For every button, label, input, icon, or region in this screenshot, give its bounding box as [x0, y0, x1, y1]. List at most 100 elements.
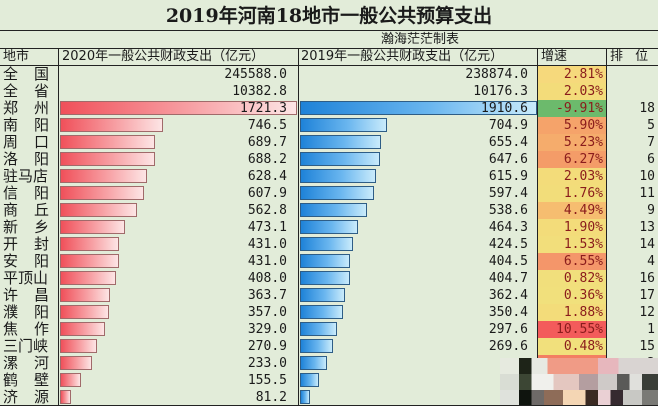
city-name: 郑州 — [3, 99, 49, 117]
data-bar-2020 — [60, 203, 138, 217]
table-row: 平顶山 408.0 404.7 0.82% 16 — [0, 270, 658, 287]
table-row: 开封 431.0 424.5 1.53% 14 — [0, 236, 658, 253]
rank-value: 18 — [639, 101, 655, 116]
column-divider — [537, 48, 538, 358]
table-row: 周口 689.7 655.4 5.23% 7 — [0, 134, 658, 151]
data-bar-2020 — [60, 288, 111, 302]
growth-rate: 1.76% — [538, 185, 606, 202]
divider — [0, 30, 658, 31]
header-exp-2020: 2020年一般公共财政支出（亿元） — [62, 49, 265, 64]
city-name: 平顶山 — [3, 269, 49, 287]
rank-value: 7 — [647, 135, 655, 150]
growth-rate: 0.48% — [538, 338, 606, 355]
value-2020: 270.9 — [247, 339, 287, 354]
value-2020: 688.2 — [247, 152, 287, 167]
value-2020: 1721.3 — [240, 101, 287, 116]
data-bar-2019 — [300, 373, 319, 387]
pixelated-watermark — [500, 358, 658, 406]
data-bar-2020 — [60, 390, 72, 404]
city-name: 驻马店 — [3, 167, 49, 185]
value-2020: 357.0 — [247, 305, 287, 320]
city-name: 济源 — [3, 388, 49, 406]
table-row: 济源 81.2 — [0, 389, 658, 406]
value-2020: 408.0 — [247, 271, 287, 286]
table-row: 驻马店 628.4 615.9 2.03% 10 — [0, 168, 658, 185]
rank-value: 9 — [647, 203, 655, 218]
rank-value: 16 — [639, 271, 655, 286]
value-2020: 746.5 — [247, 118, 287, 133]
rank-value: 14 — [639, 237, 655, 252]
data-bar-2020 — [60, 322, 106, 336]
value-2019: 404.5 — [488, 254, 528, 269]
data-bar-2019 — [300, 135, 382, 149]
growth-rate: 4.49% — [538, 202, 606, 219]
table-row: 新乡 473.1 464.3 1.90% 13 — [0, 219, 658, 236]
city-name: 信阳 — [3, 184, 49, 202]
data-bar-2019 — [300, 152, 381, 166]
growth-rate: 5.90% — [538, 117, 606, 134]
data-bar-2020 — [60, 356, 93, 370]
page-title: 2019年河南18地市一般公共预算支出 — [165, 5, 493, 27]
column-divider — [298, 48, 299, 406]
city-name: 新乡 — [3, 218, 49, 236]
table-row: 信阳 607.9 597.4 1.76% 11 — [0, 185, 658, 202]
data-bar-2019 — [300, 339, 334, 353]
city-name: 安阳 — [3, 252, 49, 270]
city-name: 南阳 — [3, 116, 49, 134]
rank-value: 10 — [639, 169, 655, 184]
table-row: 鹤壁 155.5 — [0, 372, 658, 389]
value-2020: 562.8 — [247, 203, 287, 218]
data-bar-2020 — [60, 237, 120, 251]
city-name: 洛阳 — [3, 150, 49, 168]
city-name: 周口 — [3, 133, 49, 151]
column-divider — [58, 48, 59, 406]
value-2020: 363.7 — [247, 288, 287, 303]
growth-rate: 6.27% — [538, 151, 606, 168]
value-2020: 689.7 — [247, 135, 287, 150]
value-2020: 329.0 — [247, 322, 287, 337]
rank-value: 4 — [647, 254, 655, 269]
rank-value: 1 — [647, 322, 655, 337]
table-row: 全省 10382.8 10176.3 2.03% — [0, 83, 658, 100]
table-row: 郑州 1721.3 1910.6 -9.91% 18 — [0, 100, 658, 117]
city-name: 濮阳 — [3, 303, 49, 321]
growth-rate: 2.03% — [538, 168, 606, 185]
growth-rate: 5.23% — [538, 134, 606, 151]
value-2019: 464.3 — [488, 220, 528, 235]
table-row: 洛阳 688.2 647.6 6.27% 6 — [0, 151, 658, 168]
header-city: 地市 — [3, 49, 30, 64]
data-bar-2020 — [60, 271, 117, 285]
value-2020: 628.4 — [247, 169, 287, 184]
header-exp-2019: 2019年一般公共财政支出（亿元） — [301, 49, 504, 64]
data-bar-2020 — [60, 305, 110, 319]
value-2019: 238874.0 — [465, 67, 528, 82]
data-bar-2019 — [300, 186, 375, 200]
city-name: 许昌 — [3, 286, 49, 304]
growth-rate: 0.36% — [538, 287, 606, 304]
data-bar-2019 — [300, 237, 353, 251]
value-2019: 362.4 — [488, 288, 528, 303]
header-rank: 排 位 — [610, 49, 653, 64]
rank-value: 17 — [639, 288, 655, 303]
city-name: 全国 — [3, 65, 49, 83]
table-row: 濮阳 357.0 350.4 1.88% 12 — [0, 304, 658, 321]
value-2019: 597.4 — [488, 186, 528, 201]
author-label: 瀚海茫茫制表 — [380, 32, 459, 47]
value-2020: 233.0 — [247, 356, 287, 371]
value-2020: 81.2 — [255, 390, 287, 405]
value-2019: 424.5 — [488, 237, 528, 252]
data-bar-2020 — [60, 169, 147, 183]
growth-rate: 1.53% — [538, 236, 606, 253]
value-2020: 245588.0 — [224, 67, 287, 82]
value-2019: 538.6 — [488, 203, 528, 218]
city-name: 商丘 — [3, 201, 49, 219]
growth-rate: 1.90% — [538, 219, 606, 236]
data-bar-2019 — [300, 169, 377, 183]
data-bar-2020 — [60, 152, 155, 166]
divider — [0, 65, 658, 66]
table-row: 安阳 431.0 404.5 6.55% 4 — [0, 253, 658, 270]
value-2020: 473.1 — [247, 220, 287, 235]
data-bar-2019 — [300, 203, 367, 217]
table-row: 三门峡 270.9 269.6 0.48% 15 — [0, 338, 658, 355]
data-bar-2019 — [300, 220, 358, 234]
